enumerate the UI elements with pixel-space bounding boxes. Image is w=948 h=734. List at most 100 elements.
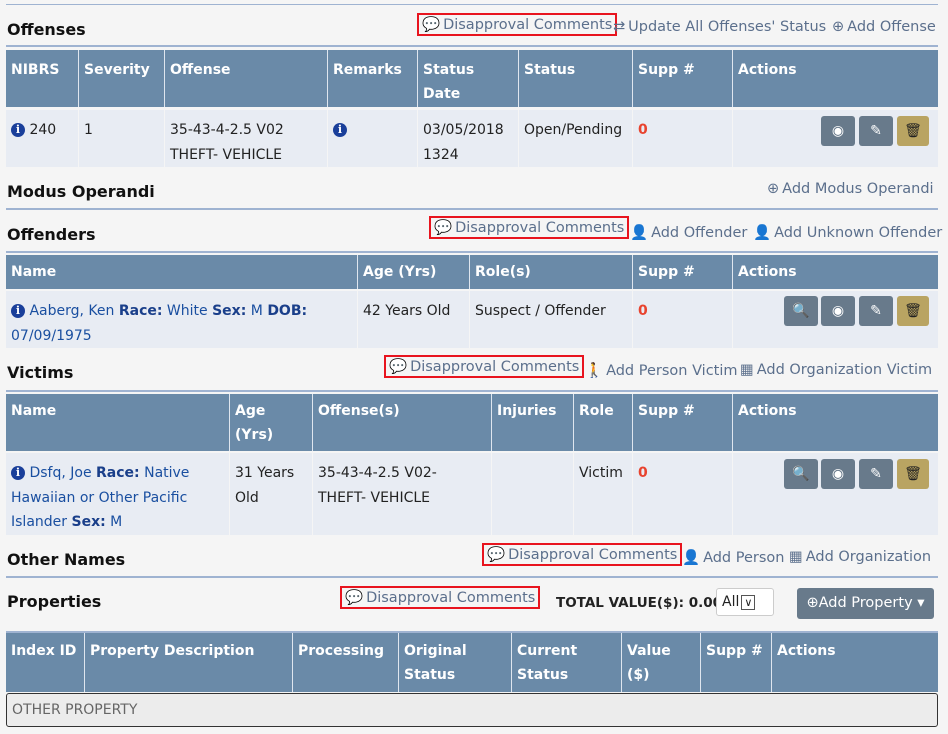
- supp-number: 0: [633, 110, 733, 167]
- property-group-row[interactable]: OTHER PROPERTY: [6, 693, 938, 727]
- supp-number: 0: [633, 453, 733, 535]
- search-icon: 🔍: [792, 466, 810, 482]
- plus-circle-icon: ⊕: [767, 181, 780, 197]
- link-label: Add Person Victim: [606, 362, 738, 379]
- offender-name-link[interactable]: Aaberg, Ken: [29, 303, 115, 319]
- user-secret-icon: 👤: [753, 225, 772, 241]
- supp-number: 0: [633, 291, 733, 348]
- eye-icon: ◉: [831, 303, 845, 319]
- edit-button[interactable]: ✎: [859, 459, 893, 489]
- add-organization-link[interactable]: ▦ Add Organization: [789, 549, 931, 565]
- link-label: Disapproval Comments: [366, 589, 536, 606]
- plus-circle-icon: ⊕: [806, 595, 819, 611]
- edit-icon: ✎: [870, 303, 882, 319]
- other-names-disapproval-comments-link[interactable]: 💬 Disapproval Comments: [482, 543, 683, 566]
- search-button[interactable]: 🔍: [784, 459, 818, 489]
- button-label: Add Property: [818, 595, 913, 611]
- view-button[interactable]: ◉: [821, 459, 855, 489]
- delete-button[interactable]: 🗑: [897, 296, 929, 326]
- race: Native Hawaiian or Other Pacific Islande…: [11, 465, 190, 530]
- add-organization-victim-link[interactable]: ▦ Add Organization Victim: [740, 362, 932, 378]
- update-all-offenses-status-link[interactable]: ⇄ Update All Offenses' Status: [613, 19, 826, 35]
- col-header: Original Status: [399, 633, 512, 692]
- eye-icon: ◉: [831, 123, 845, 139]
- victims-disapproval-comments-link[interactable]: 💬 Disapproval Comments: [384, 355, 585, 378]
- link-label: Add Offense: [847, 19, 936, 35]
- sex-label: Sex:: [71, 514, 106, 530]
- search-icon: 🔍: [792, 303, 810, 319]
- severity: 1: [79, 110, 165, 167]
- add-person-victim-link[interactable]: 🚶 Add Person Victim: [585, 362, 738, 380]
- col-header: Status: [519, 50, 633, 107]
- link-label: Update All Offenses' Status: [628, 19, 827, 35]
- add-property-button[interactable]: ⊕Add Property ▾: [797, 588, 934, 619]
- victim-name-link[interactable]: Dsfq, Joe: [29, 465, 92, 481]
- link-label: Add Organization: [805, 549, 932, 565]
- col-header: Processing: [293, 633, 399, 692]
- search-button[interactable]: 🔍: [784, 296, 818, 326]
- chevron-down-icon: ∨: [741, 594, 756, 610]
- link-label: Add Organization Victim: [756, 362, 933, 378]
- col-header: Actions: [733, 255, 938, 289]
- col-header: Actions: [772, 633, 938, 692]
- view-button[interactable]: ◉: [821, 296, 855, 326]
- col-header: Supp #: [633, 50, 733, 107]
- property-filter-select[interactable]: All ∨: [716, 588, 774, 616]
- offenders-disapproval-comments-link[interactable]: 💬 Disapproval Comments: [429, 216, 630, 239]
- info-icon[interactable]: i: [11, 466, 25, 480]
- race-label: Race:: [96, 465, 140, 481]
- race: White: [166, 303, 208, 319]
- properties-title: Properties: [7, 592, 102, 611]
- col-header: Offense: [165, 50, 328, 107]
- user-icon: 👤: [630, 225, 649, 241]
- col-header: Role(s): [470, 255, 633, 289]
- edit-icon: ✎: [870, 466, 882, 482]
- add-modus-operandi-link[interactable]: ⊕ Add Modus Operandi: [767, 181, 934, 197]
- info-icon[interactable]: i: [11, 123, 25, 137]
- info-icon[interactable]: i: [11, 304, 25, 318]
- add-offense-link[interactable]: ⊕ Add Offense: [832, 19, 936, 35]
- link-label: Add Offender: [651, 224, 748, 241]
- victims-title: Victims: [7, 363, 74, 382]
- col-header: Value ($): [622, 633, 701, 692]
- comment-icon: 💬: [434, 220, 453, 236]
- col-header: Offense(s): [313, 394, 492, 451]
- injuries: [492, 453, 574, 535]
- delete-button[interactable]: 🗑: [897, 116, 929, 146]
- link-label: Disapproval Comments: [508, 546, 678, 563]
- edit-button[interactable]: ✎: [859, 116, 893, 146]
- col-header: Actions: [733, 394, 938, 451]
- nibrs-code: 240: [29, 122, 57, 138]
- comment-icon: 💬: [345, 590, 364, 606]
- plus-circle-icon: ⊕: [832, 19, 845, 35]
- col-header: Index ID: [6, 633, 85, 692]
- trash-icon: 🗑: [904, 466, 922, 482]
- col-header: Remarks: [328, 50, 418, 107]
- age: 31 Years Old: [230, 453, 313, 535]
- modus-operandi-title: Modus Operandi: [7, 182, 155, 201]
- building-icon: ▦: [740, 362, 754, 378]
- offenses-disapproval-comments-link[interactable]: 💬 Disapproval Comments: [417, 13, 618, 36]
- col-header: Name: [6, 255, 358, 289]
- col-header: Role: [574, 394, 633, 451]
- col-header: Supp #: [633, 255, 733, 289]
- link-label: Disapproval Comments: [443, 16, 613, 33]
- col-header: Actions: [733, 50, 938, 107]
- link-label: Add Modus Operandi: [782, 181, 934, 197]
- total-value: TOTAL VALUE($): 0.00: [556, 595, 723, 611]
- offense: 35-43-4-2.5 V02- THEFT- VEHICLE: [313, 453, 492, 535]
- status: Open/Pending: [519, 110, 633, 167]
- add-person-link[interactable]: 👤 Add Person: [682, 549, 785, 567]
- sex-label: Sex:: [212, 303, 247, 319]
- delete-button[interactable]: 🗑: [897, 459, 929, 489]
- edit-button[interactable]: ✎: [859, 296, 893, 326]
- link-label: Add Person: [703, 549, 785, 566]
- view-button[interactable]: ◉: [821, 116, 855, 146]
- add-unknown-offender-link[interactable]: 👤 Add Unknown Offender: [753, 224, 942, 242]
- properties-disapproval-comments-link[interactable]: 💬 Disapproval Comments: [340, 586, 541, 609]
- role: Suspect / Offender: [470, 291, 633, 348]
- remarks-info-icon[interactable]: i: [333, 123, 347, 137]
- eye-icon: ◉: [831, 466, 845, 482]
- add-offender-link[interactable]: 👤 Add Offender: [630, 224, 748, 242]
- age: 42 Years Old: [358, 291, 470, 348]
